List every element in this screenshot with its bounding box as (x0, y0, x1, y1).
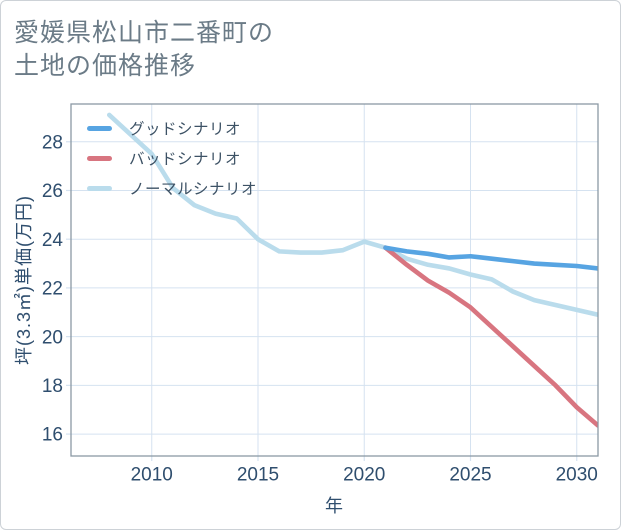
legend-swatch-bad (87, 155, 112, 161)
series-line-good (383, 245, 598, 271)
chart-title: 愛媛県松山市二番町の 土地の価格推移 (14, 17, 274, 83)
plot-border (70, 103, 599, 457)
legend-label-normal: ノーマルシナリオ (129, 181, 258, 198)
x-tick-label: 2020 (343, 465, 385, 486)
legend: グッドシナリオ バッドシナリオ ノーマルシナリオ (87, 113, 257, 203)
legend-swatch-good (87, 125, 112, 131)
series-line-normal (106, 112, 598, 318)
y-tick-label: 18 (42, 376, 63, 397)
x-tick-label: 2025 (449, 465, 491, 486)
legend-item-bad: バッドシナリオ (87, 143, 257, 173)
y-tick-label: 24 (42, 230, 64, 251)
y-tick-label: 28 (42, 132, 63, 153)
legend-label-good: グッドシナリオ (129, 121, 242, 138)
x-tick-label: 2010 (131, 465, 173, 486)
chart-title-line1: 愛媛県松山市二番町の (14, 19, 275, 47)
y-tick-label: 26 (42, 181, 63, 202)
x-tick-label: 2030 (556, 465, 598, 486)
x-axis-label: 年 (325, 496, 343, 516)
legend-item-good: グッドシナリオ (87, 113, 257, 143)
legend-label-bad: バッドシナリオ (129, 151, 242, 168)
y-axis-label: 坪(3.3㎡)単価(万円) (14, 195, 34, 365)
series-line-bad (383, 245, 598, 428)
y-tick-label: 20 (42, 327, 63, 348)
y-tick-label: 16 (42, 425, 63, 446)
chart-title-line2: 土地の価格推移 (14, 52, 197, 80)
x-tick-label: 2015 (237, 465, 279, 486)
legend-swatch-normal (87, 185, 112, 191)
y-tick-label: 22 (42, 279, 63, 300)
legend-item-normal: ノーマルシナリオ (87, 173, 257, 203)
